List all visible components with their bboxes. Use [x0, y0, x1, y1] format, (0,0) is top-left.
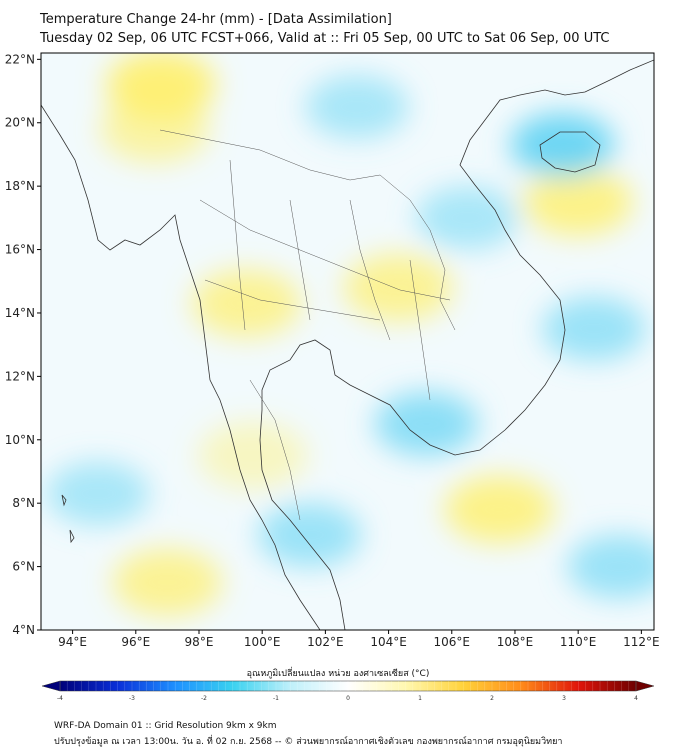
lat-tick-label: 4°N: [12, 623, 35, 637]
cool-area-6: [304, 74, 409, 139]
colorbar-tick-label: 3: [562, 695, 566, 702]
colorbar-tick-label: -3: [129, 695, 135, 702]
colorbar-title: อุณหภูมิเปลี่ยนแปลง หน่วย องศาเซลเซียส (…: [246, 669, 430, 679]
lat-tick-label: 6°N: [12, 560, 35, 574]
warm-area-4: [523, 168, 634, 237]
colorbar-tick-label: 4: [634, 695, 638, 702]
admin-borders: [159, 129, 456, 521]
cool-area-7: [415, 185, 520, 250]
footer-update-info: ปรับปรุงข้อมูล ณ เวลา 13:00น. วัน อ. ที่…: [54, 737, 563, 747]
colorbar-tick-label: 0: [346, 695, 350, 702]
colorbar-tick-label: -1: [273, 695, 279, 702]
colorbar-max-arrow: [635, 680, 655, 692]
lon-tick-label: 110°E: [560, 635, 597, 649]
colorbar-tick-label: 2: [490, 695, 494, 702]
map-title: Temperature Change 24-hr (mm) - [Data As…: [40, 12, 392, 27]
warm-area-2: [191, 269, 302, 338]
cool-area-1: [541, 296, 646, 361]
map-subtitle: Tuesday 02 Sep, 06 UTC FCST+066, Valid a…: [40, 31, 610, 46]
colorbar: -4 -3 -2 -1 0 1 2 3 4: [41, 680, 655, 702]
lat-tick-label: 12°N: [5, 369, 35, 383]
lon-tick-label: 104°E: [370, 635, 407, 649]
warm-area-1: [106, 53, 217, 119]
warm-area-6: [112, 548, 223, 617]
latitude-axis: 22°N 20°N 18°N 16°N 14°N 12°N 10°N 8°N 6°N 4°N: [5, 52, 41, 637]
lon-tick-label: 100°E: [244, 635, 281, 649]
warm-area-5: [444, 475, 555, 544]
cool-area-2: [374, 391, 479, 456]
coastline: [41, 59, 654, 630]
lon-tick-label: 108°E: [497, 635, 534, 649]
lat-tick-label: 8°N: [12, 496, 35, 510]
lon-tick-label: 106°E: [434, 635, 471, 649]
warm-area-3: [343, 253, 454, 322]
colorbar-tick-label: -4: [57, 695, 63, 702]
colorbar-tick-label: -2: [201, 695, 207, 702]
temperature-field: [45, 53, 654, 617]
footer-model-info: WRF-DA Domain 01 :: Grid Resolution 9km …: [54, 721, 277, 731]
cool-area-3: [257, 502, 362, 567]
lat-tick-label: 16°N: [5, 243, 35, 257]
lat-tick-label: 20°N: [5, 116, 35, 130]
lat-tick-label: 10°N: [5, 433, 35, 447]
cool-area-4: [45, 461, 150, 526]
cool-area-5: [567, 534, 654, 599]
warm-area-7: [197, 421, 308, 490]
lon-tick-label: 96°E: [121, 635, 150, 649]
lat-tick-label: 22°N: [5, 52, 35, 66]
lat-tick-label: 14°N: [5, 306, 35, 320]
lat-tick-label: 18°N: [5, 179, 35, 193]
lon-tick-label: 112°E: [623, 635, 660, 649]
lon-tick-label: 98°E: [185, 635, 214, 649]
lon-tick-label: 94°E: [58, 635, 87, 649]
map-frame: [40, 52, 655, 631]
longitude-axis: 94°E 96°E 98°E 100°E 102°E 104°E 106°E 108°E 110…: [58, 630, 660, 649]
colorbar-tick-label: 1: [418, 695, 422, 702]
lon-tick-label: 102°E: [307, 635, 344, 649]
colorbar-min-arrow: [41, 680, 61, 692]
cool-area-0: [510, 112, 615, 177]
